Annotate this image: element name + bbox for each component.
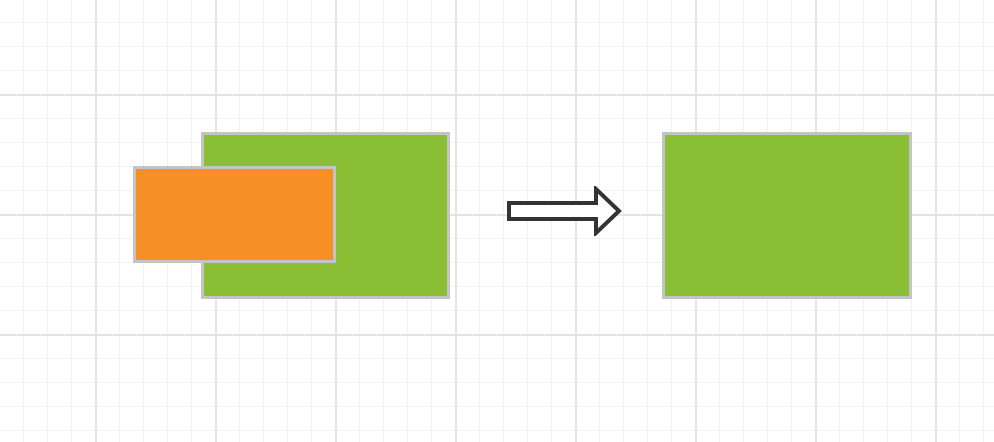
green-rectangle-after (662, 132, 912, 299)
arrow-shape (507, 186, 622, 236)
right-arrow-icon (507, 186, 622, 236)
orange-rectangle-overlay (133, 166, 336, 263)
